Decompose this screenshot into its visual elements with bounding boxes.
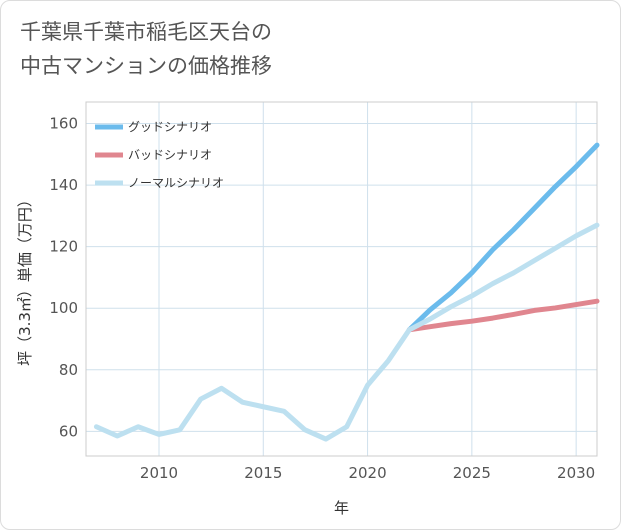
y-tick-label: 120 — [49, 238, 78, 256]
x-tick-label: 2025 — [453, 464, 491, 482]
chart-title-line1: 千葉県千葉市稲毛区天台の — [20, 20, 272, 44]
x-axis-label: 年 — [334, 499, 349, 517]
x-tick-label: 2010 — [140, 464, 178, 482]
chart-title-line2: 中古マンションの価格推移 — [20, 54, 272, 78]
series-line-normal — [93, 222, 600, 442]
legend-label: バッドシナリオ — [128, 148, 212, 162]
plot-area-frame — [85, 101, 598, 457]
x-tick-label: 2015 — [244, 464, 282, 482]
y-tick-label: 60 — [59, 422, 78, 440]
y-tick-label: 80 — [59, 361, 78, 379]
legend-label: ノーマルシナリオ — [128, 176, 224, 190]
x-tick-label: 2030 — [557, 464, 595, 482]
chart-title: 千葉県千葉市稲毛区天台の 中古マンションの価格推移 — [20, 15, 272, 83]
y-tick-label: 100 — [49, 299, 78, 317]
legend-label: グッドシナリオ — [128, 120, 212, 134]
grid-lines — [86, 102, 597, 456]
y-tick-label: 160 — [49, 115, 78, 133]
series-lines — [93, 142, 600, 442]
y-axis-label: 坪（3.3㎡）単価（万円） — [16, 192, 34, 366]
series-line-good — [406, 142, 600, 333]
y-tick-label: 140 — [49, 176, 78, 194]
axis-ticks: 2010 2015 2020 2025 2030 60 80 100 120 140 160 — [49, 115, 595, 482]
x-tick-label: 2020 — [348, 464, 386, 482]
series-line-bad — [406, 298, 600, 333]
